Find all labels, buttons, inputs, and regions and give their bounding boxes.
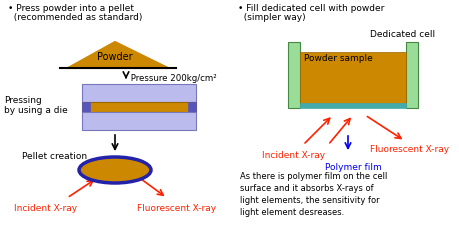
Text: (recommended as standard): (recommended as standard) xyxy=(8,13,142,22)
Text: Incident X-ray: Incident X-ray xyxy=(262,151,325,160)
Bar xyxy=(82,112,196,130)
Bar xyxy=(188,102,196,112)
Text: Powder sample: Powder sample xyxy=(303,54,372,63)
Text: Pressing
by using a die: Pressing by using a die xyxy=(4,96,67,116)
Bar xyxy=(299,52,405,103)
Text: Powder: Powder xyxy=(97,52,133,62)
Text: Polymer film: Polymer film xyxy=(325,163,381,172)
Bar xyxy=(82,84,196,102)
Bar xyxy=(287,42,299,108)
Polygon shape xyxy=(68,42,168,68)
Text: Fluorescent X-ray: Fluorescent X-ray xyxy=(369,145,448,154)
Text: Dedicated cell: Dedicated cell xyxy=(369,30,434,39)
Text: Fluorescent X-ray: Fluorescent X-ray xyxy=(137,204,216,213)
Bar xyxy=(82,102,90,112)
Text: As there is polymer film on the cell
surface and it absorbs X-rays of
light elem: As there is polymer film on the cell sur… xyxy=(240,172,386,218)
Text: Pellet creation: Pellet creation xyxy=(22,152,87,161)
Text: • Press powder into a pellet: • Press powder into a pellet xyxy=(8,4,134,13)
Text: Pressure 200kg/cm²: Pressure 200kg/cm² xyxy=(128,74,216,83)
Text: (simpler way): (simpler way) xyxy=(237,13,305,22)
Ellipse shape xyxy=(79,157,151,183)
Bar xyxy=(299,103,405,108)
Bar xyxy=(405,42,417,108)
Bar xyxy=(82,102,196,112)
Text: • Fill dedicated cell with powder: • Fill dedicated cell with powder xyxy=(237,4,384,13)
Text: Incident X-ray: Incident X-ray xyxy=(14,204,77,213)
